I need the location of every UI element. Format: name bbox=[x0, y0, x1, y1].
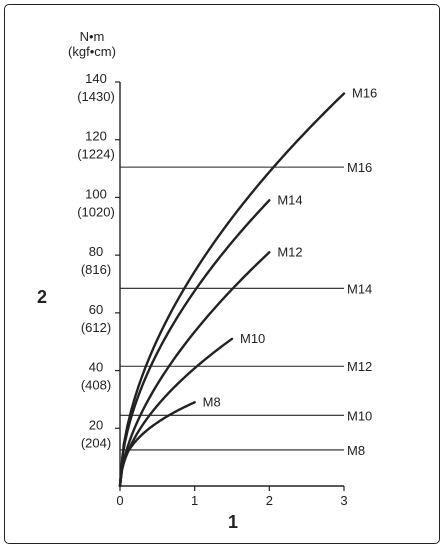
y-tick-label: 20 bbox=[89, 417, 103, 432]
y-tick-sublabel: (612) bbox=[81, 320, 111, 335]
y-tick-label: 120 bbox=[85, 129, 107, 144]
series-curve-m8 bbox=[118, 401, 196, 488]
y-tick-label: 80 bbox=[89, 244, 103, 259]
reference-label-m16: M16 bbox=[347, 160, 372, 175]
series-curve-m14 bbox=[118, 199, 271, 488]
y-tick-sublabel: (1020) bbox=[77, 204, 115, 219]
reference-label-m14: M14 bbox=[347, 281, 372, 296]
reference-label-m8: M8 bbox=[347, 443, 365, 458]
y-tick-sublabel: (1224) bbox=[77, 147, 115, 162]
y-tick-sublabel: (408) bbox=[81, 378, 111, 393]
y-tick-sublabel: (816) bbox=[81, 262, 111, 277]
series-label-m16: M16 bbox=[352, 86, 377, 101]
reference-label-m10: M10 bbox=[347, 408, 372, 423]
x-tick-label: 0 bbox=[116, 493, 123, 508]
x-tick-label: 3 bbox=[340, 493, 347, 508]
series-curve-m10 bbox=[118, 337, 234, 488]
x-axis-id-label: 1 bbox=[228, 512, 238, 532]
x-tick-label: 1 bbox=[191, 493, 198, 508]
series-label-m10: M10 bbox=[240, 331, 265, 346]
y-tick-label: 40 bbox=[89, 360, 103, 375]
y-axis-id-label: 2 bbox=[37, 287, 47, 307]
y-tick-label: 140 bbox=[85, 71, 107, 86]
chart-frame bbox=[4, 4, 440, 544]
series-label-m14: M14 bbox=[277, 192, 302, 207]
series-curve-m12 bbox=[118, 251, 271, 488]
y-tick-sublabel: (204) bbox=[81, 435, 111, 450]
y-unit-label-line1: N•m bbox=[80, 29, 105, 44]
y-tick-label: 60 bbox=[89, 302, 103, 317]
series-label-m12: M12 bbox=[277, 244, 302, 259]
y-tick-label: 100 bbox=[85, 186, 107, 201]
series-label-m8: M8 bbox=[203, 394, 221, 409]
y-unit-label-line2: (kgf•cm) bbox=[68, 44, 116, 59]
x-tick-label: 2 bbox=[266, 493, 273, 508]
reference-label-m12: M12 bbox=[347, 359, 372, 374]
series-curve-m16 bbox=[118, 92, 346, 488]
y-tick-sublabel: (1430) bbox=[77, 89, 115, 104]
